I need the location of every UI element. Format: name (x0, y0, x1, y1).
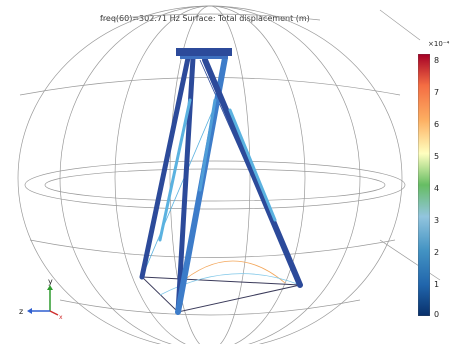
grid-latitude-4 (99, 13, 321, 21)
colorbar-exponent: ×10⁻⁴ (428, 40, 450, 48)
grid-equator-ellipse-inner (44, 168, 386, 202)
tripod-legs (139, 55, 303, 315)
colorbar-tick-7: 7 (434, 88, 440, 97)
colorbar: ×10⁻⁴ 8 7 6 5 4 3 2 (418, 40, 454, 322)
grid-latitude-3 (59, 299, 361, 316)
grid-meridian-3 (169, 5, 251, 344)
colorbar-tick-6: 6 (434, 120, 440, 129)
grid-latitude-1 (19, 77, 401, 96)
grid-equator-ellipse (24, 160, 406, 210)
leg-right (202, 57, 303, 288)
background-grid (17, 5, 441, 344)
leg-front-highlight (198, 98, 217, 192)
grid-line-1 (379, 9, 421, 41)
mode-shape-curve-2 (159, 273, 301, 296)
axis-triad: y z x (19, 277, 63, 320)
colorbar-tick-4: 4 (434, 184, 440, 193)
platform-underside (180, 56, 228, 59)
y-axis-arrowhead (47, 285, 53, 290)
colorbar-tick-0: 0 (434, 310, 440, 319)
grid-latitude-2 (29, 239, 396, 258)
top-platform (176, 48, 232, 59)
colorbar-gradient (418, 54, 430, 316)
thin-brace-1 (141, 104, 216, 278)
leg-left (139, 55, 191, 280)
leg-left-highlight (158, 98, 192, 242)
colorbar-tick-1: 1 (434, 280, 440, 289)
x-axis-label: x (59, 314, 63, 320)
leg-right-highlight (228, 108, 277, 222)
z-axis-arrowhead (27, 308, 32, 314)
colorbar-tick-5: 5 (434, 152, 440, 161)
y-axis-label: y (48, 277, 53, 286)
x-axis-arrow (49, 310, 59, 316)
z-axis-label: z (19, 307, 23, 316)
mode-shape-curve (177, 260, 286, 286)
plot-title: freq(60)=302.71 Hz Surface: Total displa… (100, 14, 310, 23)
platform-plate (176, 48, 232, 56)
grid-line-2 (379, 239, 441, 281)
colorbar-tick-3: 3 (434, 216, 440, 225)
base-triangle (140, 276, 301, 313)
colorbar-tick-2: 2 (434, 248, 440, 257)
colorbar-tick-8: 8 (434, 56, 440, 65)
